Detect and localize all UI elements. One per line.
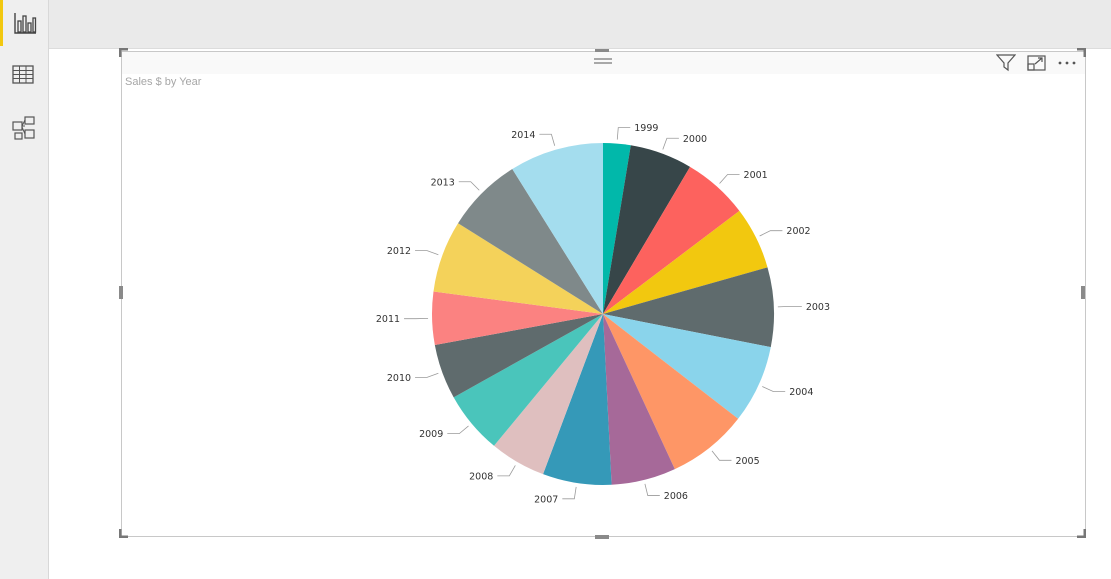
pie-slice-2012[interactable]: [433, 223, 603, 314]
resize-handle-bottom[interactable]: [595, 535, 609, 539]
bar-chart-icon: [14, 13, 37, 34]
data-label-2004: 2004: [789, 387, 813, 398]
pie-slice-2013[interactable]: [458, 169, 603, 314]
pie-slice-2007[interactable]: [543, 314, 612, 485]
drag-handle-icon[interactable]: [590, 58, 616, 64]
data-label-2000: 2000: [683, 134, 707, 145]
leader-line-2004: [762, 386, 786, 392]
visual-title: Sales $ by Year: [125, 76, 202, 88]
data-label-1999: 1999: [634, 123, 658, 134]
leader-line-2000: [662, 137, 679, 150]
data-label-2009: 2009: [419, 429, 443, 440]
pie-slice-2014[interactable]: [512, 143, 603, 314]
more-options-icon[interactable]: [1056, 54, 1078, 72]
pie-slice-2008[interactable]: [494, 314, 603, 475]
resize-handle-top-left[interactable]: [119, 48, 128, 57]
leader-line-2007: [562, 486, 577, 500]
leader-line-2001: [719, 174, 740, 184]
visual-header: [122, 52, 1085, 74]
nav-relationships-view[interactable]: [0, 104, 48, 150]
leader-line-2009: [447, 425, 469, 435]
data-label-2003: 2003: [806, 302, 830, 313]
data-label-2013: 2013: [431, 177, 455, 188]
resize-handle-bottom-right[interactable]: [1077, 529, 1086, 538]
pie-slice-2009[interactable]: [453, 314, 603, 446]
top-bar: [49, 0, 1111, 49]
data-label-2010: 2010: [387, 373, 411, 384]
leader-line-1999: [616, 127, 631, 140]
pie-slice-2011[interactable]: [432, 291, 603, 345]
resize-handle-right[interactable]: [1081, 286, 1085, 299]
pie-slice-2005[interactable]: [603, 314, 739, 470]
pie-chart-visual[interactable]: Sales $ by Year 1999 2000 2001 2002 2003 2004…: [121, 51, 1086, 537]
leader-line-2008: [497, 465, 516, 477]
data-label-2001: 2001: [744, 170, 768, 181]
leader-line-2013: [458, 181, 480, 191]
model-icon: [12, 116, 35, 140]
pie-slice-2000[interactable]: [603, 145, 691, 314]
resize-handle-top-right[interactable]: [1077, 48, 1086, 57]
pie-chart: 1999 2000 2001 2002 2003 2004 2005 2006 2007 2008…: [376, 123, 830, 505]
leader-line-2014: [539, 133, 556, 146]
table-icon: [12, 65, 34, 84]
leader-line-2006: [644, 483, 660, 496]
data-label-2006: 2006: [664, 491, 688, 502]
focus-mode-icon[interactable]: [1027, 54, 1047, 72]
resize-handle-top[interactable]: [595, 49, 609, 52]
data-label-2007: 2007: [534, 494, 558, 505]
nav-data-view[interactable]: [0, 52, 48, 98]
nav-report-view[interactable]: [0, 0, 48, 46]
pie-slice-2004[interactable]: [603, 314, 771, 419]
leader-line-2005: [711, 450, 732, 461]
pie-slice-2002[interactable]: [603, 210, 768, 314]
data-label-2012: 2012: [387, 246, 411, 257]
data-label-2014: 2014: [511, 130, 535, 141]
pie-slice-2003[interactable]: [603, 267, 774, 348]
resize-handle-left[interactable]: [119, 286, 123, 299]
leader-line-2002: [759, 230, 783, 237]
leader-line-2012: [415, 250, 439, 256]
left-nav: [0, 0, 49, 579]
pie-slice-2010[interactable]: [434, 314, 603, 398]
data-label-2011: 2011: [376, 314, 400, 325]
data-label-2005: 2005: [735, 456, 759, 467]
data-label-2008: 2008: [469, 471, 493, 482]
resize-handle-bottom-left[interactable]: [119, 529, 128, 538]
leader-line-2010: [415, 372, 439, 378]
filter-icon[interactable]: [996, 54, 1016, 72]
data-label-2002: 2002: [786, 226, 810, 237]
pie-slice-2001[interactable]: [603, 166, 740, 314]
pie-slice-1999[interactable]: [603, 143, 631, 314]
pie-slice-2006[interactable]: [603, 314, 675, 485]
